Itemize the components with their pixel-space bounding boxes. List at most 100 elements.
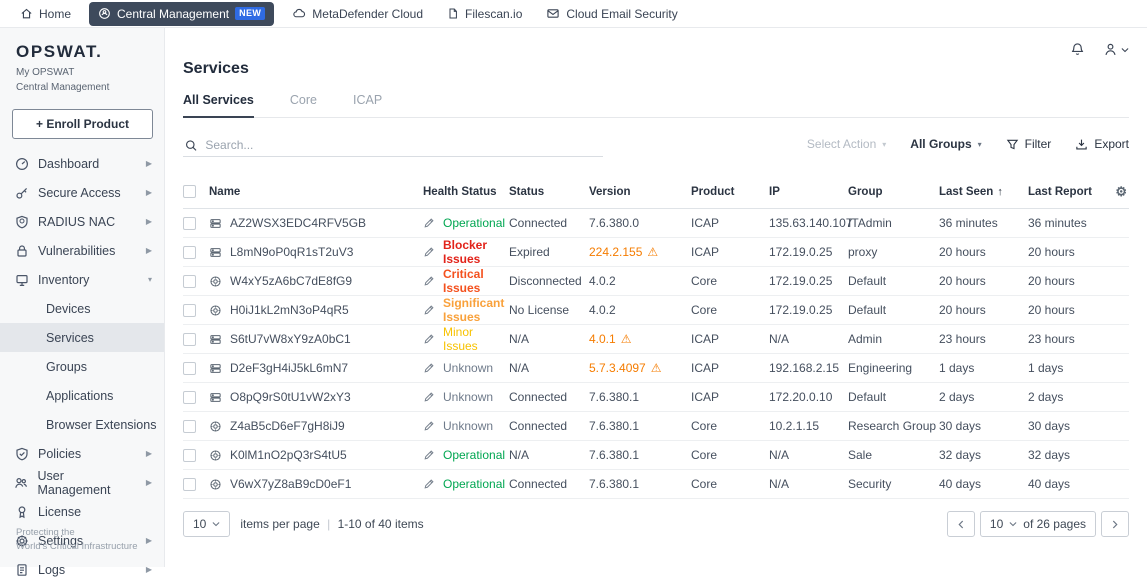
chevron-right-icon: ▶ (146, 565, 152, 574)
column-header-last-report[interactable]: Last Report (1028, 186, 1114, 198)
sidebar-item-devices[interactable]: Devices (0, 294, 164, 323)
column-header-ip[interactable]: IP (769, 186, 848, 198)
topnav-central-management[interactable]: Central Management NEW (89, 2, 274, 26)
service-name: S6tU7vW8xY9zA0bC1 (230, 332, 351, 346)
edit-pencil-icon[interactable] (423, 391, 435, 403)
health-status-text: Blocker Issues (443, 238, 509, 266)
chevron-down-icon: ▾ (882, 140, 886, 149)
user-icon (1103, 42, 1118, 57)
service-name: Z4aB5cD6eF7gH8iJ9 (230, 419, 345, 433)
row-checkbox[interactable] (183, 362, 196, 375)
row-checkbox[interactable] (183, 275, 196, 288)
select-all-checkbox[interactable] (183, 185, 196, 198)
sidebar-item-label: Policies (38, 447, 81, 461)
warning-icon: ⚠ (647, 245, 658, 259)
sidebar-item-services[interactable]: Services (0, 323, 164, 352)
next-page-button[interactable] (1101, 511, 1129, 537)
edit-pencil-icon[interactable] (423, 275, 435, 287)
edit-pencil-icon[interactable] (423, 333, 435, 345)
column-header-group[interactable]: Group (848, 186, 939, 198)
sidebar-item-license[interactable]: License (0, 497, 164, 526)
row-checkbox[interactable] (183, 478, 196, 491)
row-checkbox[interactable] (183, 449, 196, 462)
column-header-last-seen[interactable]: Last Seen↑ (939, 186, 1028, 198)
row-checkbox[interactable] (183, 391, 196, 404)
version-text: 224.2.155 (589, 245, 642, 259)
sidebar-item-applications[interactable]: Applications (0, 381, 164, 410)
table-row[interactable]: W4xY5zA6bC7dE8fG9 Critical Issues Discon… (183, 267, 1129, 296)
sidebar-item-user-management[interactable]: User Management ▶ (0, 468, 164, 497)
tab-icap[interactable]: ICAP (353, 93, 382, 117)
table-row[interactable]: D2eF3gH4iJ5kL6mN7 Unknown N/A 5.7.3.4097… (183, 354, 1129, 383)
topnav-cloud-email-security[interactable]: Cloud Email Security (534, 0, 689, 28)
tab-all-services[interactable]: All Services (183, 93, 254, 118)
sidebar-item-vulnerabilities[interactable]: Vulnerabilities ▶ (0, 236, 164, 265)
table-row[interactable]: L8mN9oP0qR1sT2uV3 Blocker Issues Expired… (183, 238, 1129, 267)
topnav-metadefender-cloud[interactable]: MetaDefender Cloud (280, 0, 435, 28)
edit-pencil-icon[interactable] (423, 246, 435, 258)
table-row[interactable]: V6wX7yZ8aB9cD0eF1 Operational Connected … (183, 470, 1129, 499)
row-checkbox[interactable] (183, 420, 196, 433)
chevron-right-icon: ▶ (146, 159, 152, 168)
sidebar-item-browser-extensions[interactable]: Browser Extensions (0, 410, 164, 439)
chevron-down-icon (1121, 47, 1129, 53)
table-row[interactable]: Z4aB5cD6eF7gH8iJ9 Unknown Connected 7.6.… (183, 412, 1129, 441)
sidebar-item-label: RADIUS NAC (38, 215, 115, 229)
enroll-product-button[interactable]: + Enroll Product (12, 109, 153, 139)
search-input[interactable] (205, 138, 601, 152)
sidebar-item-groups[interactable]: Groups (0, 352, 164, 381)
edit-pencil-icon[interactable] (423, 449, 435, 461)
sidebar-subitem-label: Applications (46, 389, 113, 403)
sidebar-item-secure-access[interactable]: Secure Access ▶ (0, 178, 164, 207)
search-box[interactable] (183, 134, 603, 157)
topnav-filescan[interactable]: Filescan.io (435, 0, 534, 28)
version-text: 7.6.380.0 (589, 216, 639, 230)
row-checkbox[interactable] (183, 217, 196, 230)
column-header-health-status[interactable]: Health Status (423, 186, 509, 198)
chevron-right-icon: ▶ (146, 449, 152, 458)
table-row[interactable]: S6tU7vW8xY9zA0bC1 Minor Issues N/A 4.0.1… (183, 325, 1129, 354)
edit-pencil-icon[interactable] (423, 217, 435, 229)
column-header-version[interactable]: Version (589, 186, 691, 198)
edit-pencil-icon[interactable] (423, 362, 435, 374)
edit-pencil-icon[interactable] (423, 304, 435, 316)
notifications-bell-icon[interactable] (1070, 42, 1085, 57)
column-header-status[interactable]: Status (509, 186, 589, 198)
column-header-product[interactable]: Product (691, 186, 769, 198)
user-account-menu[interactable] (1103, 42, 1129, 57)
core-icon (209, 478, 222, 491)
column-settings-gear-icon[interactable]: ⚙ (1114, 184, 1129, 200)
group-text: ITAdmin (848, 216, 939, 230)
row-checkbox[interactable] (183, 304, 196, 317)
sidebar-item-inventory[interactable]: Inventory ▾ (0, 265, 164, 294)
tab-core[interactable]: Core (290, 93, 317, 117)
row-checkbox[interactable] (183, 333, 196, 346)
export-label: Export (1094, 137, 1129, 151)
page-size-select[interactable]: 10 (183, 511, 230, 537)
column-header-name[interactable]: Name (209, 186, 423, 198)
table-row[interactable]: K0lM1nO2pQ3rS4tU5 Operational N/A 7.6.38… (183, 441, 1129, 470)
edit-pencil-icon[interactable] (423, 420, 435, 432)
topnav-home[interactable]: Home (8, 0, 83, 28)
page-select[interactable]: 10 of 26 pages (980, 511, 1096, 537)
sidebar-item-radius-nac[interactable]: RADIUS NAC ▶ (0, 207, 164, 236)
all-groups-dropdown[interactable]: All Groups ▾ (910, 137, 981, 151)
select-action-dropdown[interactable]: Select Action ▾ (807, 137, 886, 151)
mail-icon (546, 7, 560, 20)
table-row[interactable]: AZ2WSX3EDC4RFV5GB Operational Connected … (183, 209, 1129, 238)
sidebar-item-label: User Management (38, 469, 137, 497)
row-checkbox[interactable] (183, 246, 196, 259)
table-row[interactable]: O8pQ9rS0tU1vW2xY3 Unknown Connected 7.6.… (183, 383, 1129, 412)
sidebar-item-logs[interactable]: Logs ▶ (0, 555, 164, 584)
sidebar-item-dashboard[interactable]: Dashboard ▶ (0, 149, 164, 178)
table-row[interactable]: H0iJ1kL2mN3oP4qR5 Significant Issues No … (183, 296, 1129, 325)
edit-pencil-icon[interactable] (423, 478, 435, 490)
ip-text: 135.63.140.107 (769, 216, 848, 230)
status-text: Expired (509, 245, 589, 259)
filter-button[interactable]: Filter (1006, 137, 1052, 151)
service-name: V6wX7yZ8aB9cD0eF1 (230, 477, 351, 491)
export-button[interactable]: Export (1075, 137, 1129, 151)
health-status-text: Operational (443, 216, 505, 230)
prev-page-button[interactable] (947, 511, 975, 537)
sidebar-item-policies[interactable]: Policies ▶ (0, 439, 164, 468)
